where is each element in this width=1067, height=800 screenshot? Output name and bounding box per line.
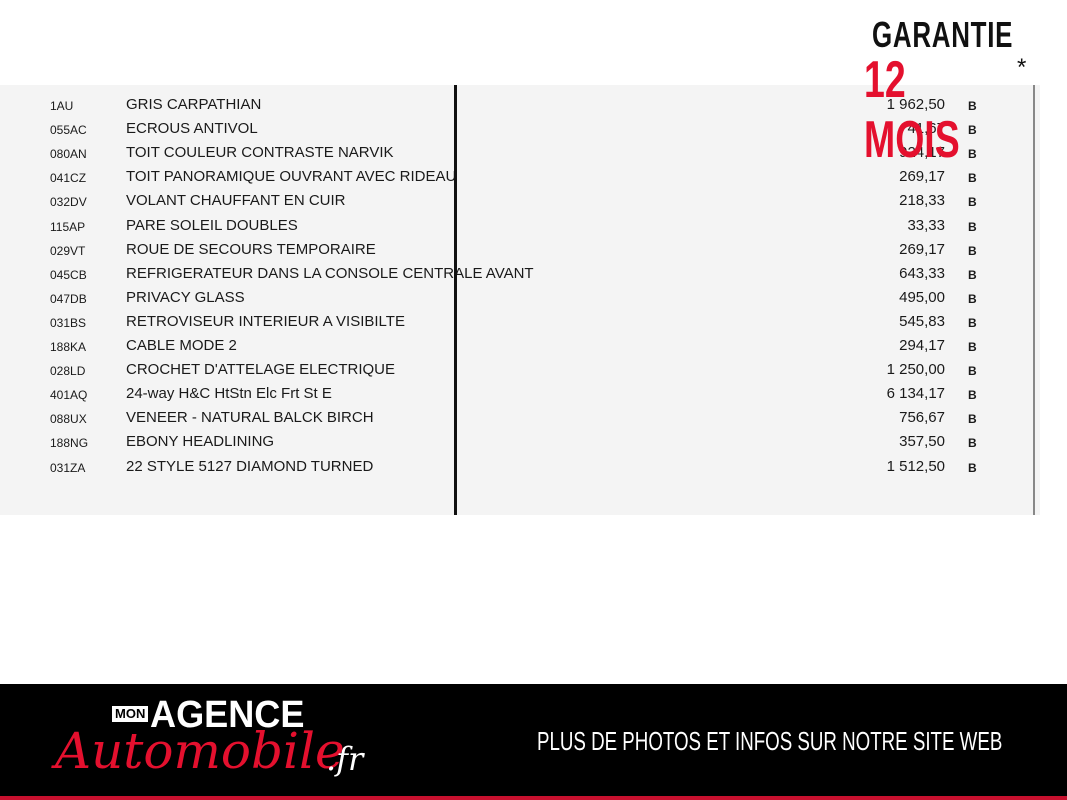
option-label: PARE SOLEIL DOUBLES: [126, 216, 298, 234]
option-code: 055AC: [50, 123, 87, 138]
option-label: VOLANT CHAUFFANT EN CUIR: [126, 192, 346, 210]
option-flag: B: [968, 99, 977, 113]
option-flag: B: [968, 388, 977, 403]
option-flag: B: [968, 364, 977, 379]
option-label: EBONY HEADLINING: [126, 433, 275, 451]
option-flag: B: [968, 219, 977, 234]
option-price: 924,17: [899, 144, 945, 162]
option-flag: B: [968, 315, 977, 330]
option-label: TOIT COULEUR CONTRASTE NARVIK: [126, 144, 394, 162]
option-code: 041CZ: [50, 171, 87, 186]
option-label: REFRIGERATEUR DANS LA CONSOLE CENTRALE A…: [126, 264, 534, 282]
option-flag: B: [968, 171, 977, 186]
logo-name: AGENCE: [150, 694, 305, 736]
option-label: CABLE MODE 2: [126, 337, 237, 354]
option-price: 1 250,00: [886, 361, 945, 379]
logo-suffix: .fr: [326, 740, 364, 778]
option-flag: B: [968, 195, 977, 210]
option-price: 495,00: [899, 288, 945, 306]
option-label: ROUE DE SECOURS TEMPORAIRE: [126, 240, 376, 258]
option-code: 188KA: [50, 340, 87, 354]
footer-accent: [0, 796, 1067, 800]
option-price: 294,17: [899, 337, 945, 354]
option-price: 269,17: [899, 240, 945, 258]
option-price: 218,33: [899, 192, 945, 210]
option-flag: B: [968, 267, 977, 282]
option-price: 33,33: [907, 216, 945, 234]
scanned-document: [0, 85, 1040, 515]
option-code: 031ZA: [50, 460, 86, 475]
option-code: 029VT: [50, 243, 86, 258]
option-label: VENEER - NATURAL BALCK BIRCH: [126, 409, 374, 427]
option-code: 045CB: [50, 267, 87, 282]
badge-note: *: [1017, 54, 1027, 81]
option-price: 357,50: [899, 433, 945, 451]
column-divider: [454, 85, 457, 515]
option-code: 031BS: [50, 315, 87, 330]
option-label: 24-way H&C HtStn Elc Frt St E: [126, 385, 332, 403]
option-price: 1 962,50: [886, 96, 945, 113]
option-price: 643,33: [899, 264, 945, 282]
badge-title: GARANTIE: [872, 14, 1014, 55]
footer: [0, 684, 1067, 800]
option-code: 1AU: [50, 99, 74, 113]
option-code: 047DB: [50, 291, 87, 306]
column-divider: [1033, 85, 1035, 515]
option-code: 028LD: [50, 364, 86, 379]
option-flag: B: [968, 460, 977, 475]
footer-text: PLUS DE PHOTOS ET INFOS SUR NOTRE SITE W…: [537, 726, 1003, 756]
option-code: 032DV: [50, 195, 87, 210]
option-code: 080AN: [50, 147, 87, 162]
option-label: CROCHET D'ATTELAGE ELECTRIQUE: [126, 361, 396, 379]
option-flag: B: [968, 412, 977, 427]
option-price: 545,83: [899, 312, 945, 330]
logo-script: Automobile: [55, 722, 345, 780]
option-label: RETROVISEUR INTERIEUR A VISIBILTE: [126, 312, 405, 330]
option-label: PRIVACY GLASS: [126, 288, 245, 306]
option-code: 115AP: [50, 219, 86, 234]
option-price: 756,67: [899, 409, 945, 427]
option-price: 269,17: [899, 168, 945, 186]
badge-duration: 12 MOIS: [864, 51, 960, 169]
option-flag: B: [968, 436, 977, 451]
option-label: 22 STYLE 5127 DIAMOND TURNED: [126, 457, 374, 475]
logo-prefix: MON: [112, 706, 149, 722]
option-flag: B: [968, 291, 977, 306]
option-code: 401AQ: [50, 388, 88, 403]
option-label: ECROUS ANTIVOL: [126, 120, 258, 138]
option-code: 188NG: [50, 436, 89, 451]
option-flag: B: [968, 147, 977, 162]
option-code: 088UX: [50, 412, 87, 427]
option-flag: B: [968, 243, 977, 258]
option-flag: B: [968, 340, 977, 354]
option-price: 41,67: [907, 120, 945, 138]
option-label: TOIT PANORAMIQUE OUVRANT AVEC RIDEAU: [126, 168, 457, 186]
option-flag: B: [968, 123, 977, 138]
option-price: 6 134,17: [886, 385, 945, 403]
option-price: 1 512,50: [886, 457, 945, 475]
option-label: GRIS CARPATHIAN: [126, 96, 262, 113]
